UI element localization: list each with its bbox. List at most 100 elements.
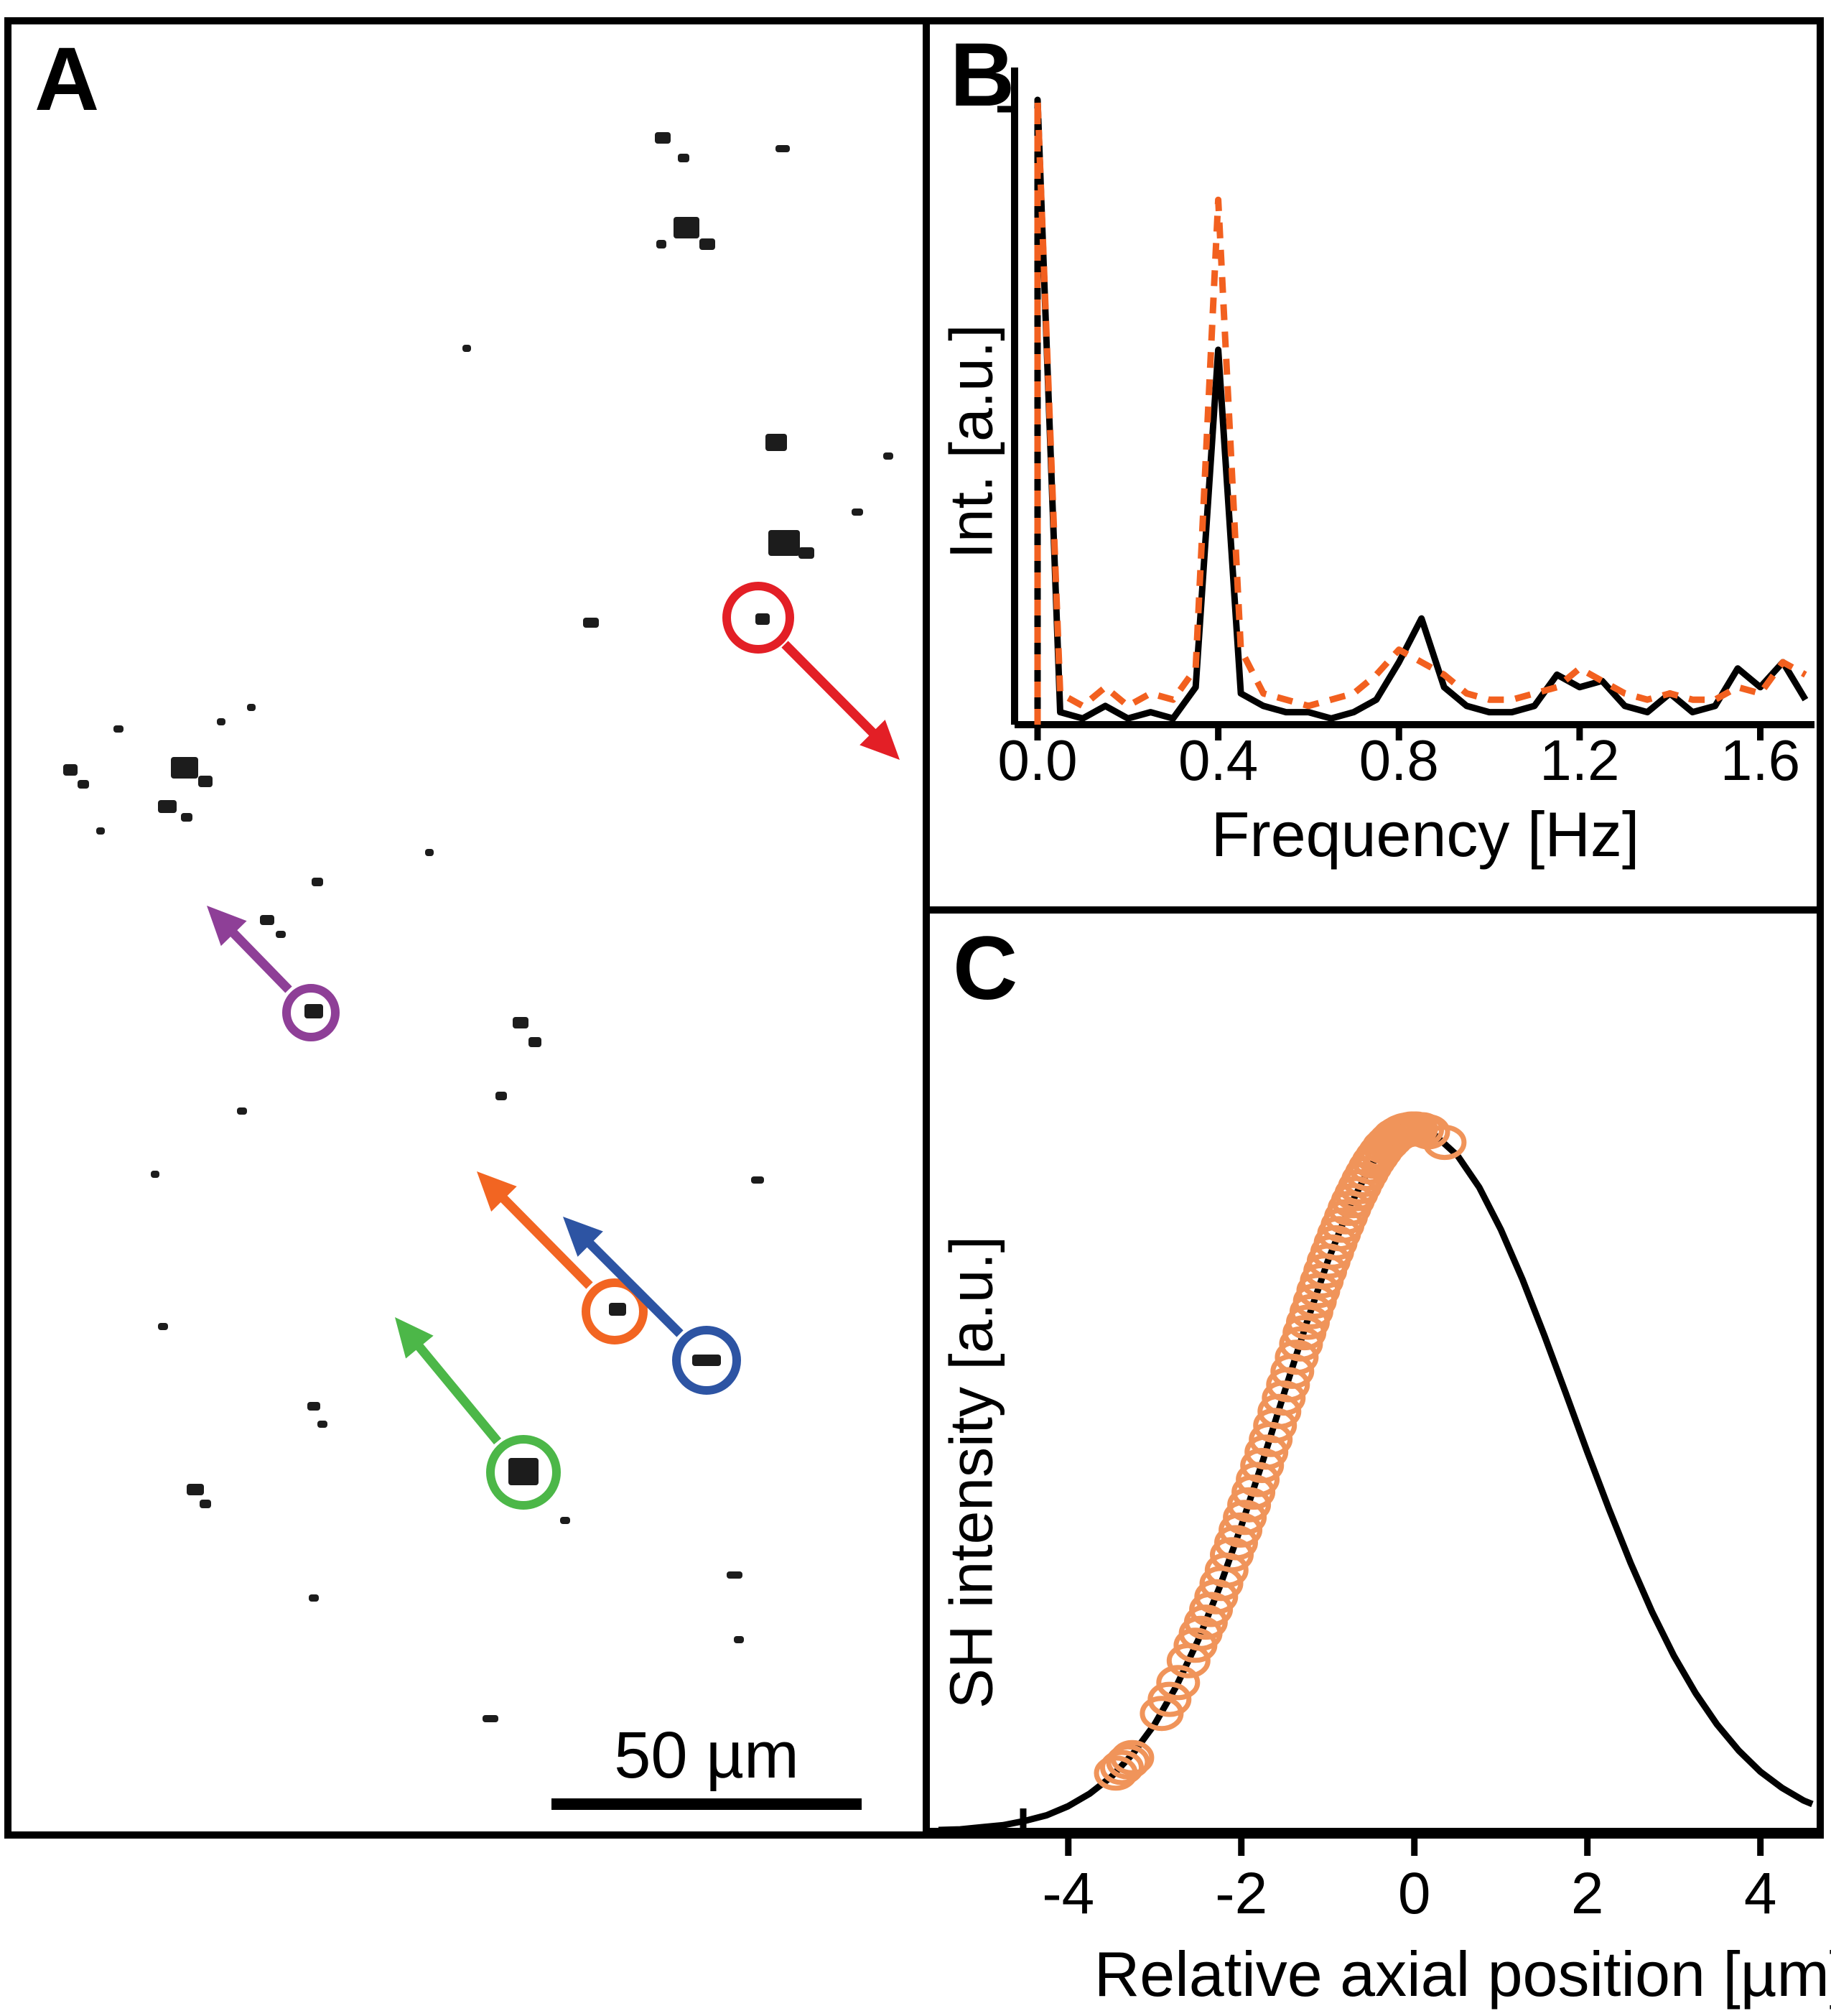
panel-b-x-axis-label: Frequency [Hz]: [1211, 799, 1640, 870]
panel-c-axes: -4 -2 0 2 4: [930, 1808, 1817, 1926]
panel-b-y-axis-label: Int. [a.u.]: [937, 324, 1005, 559]
particle-blob: [765, 434, 787, 451]
particle-blob: [63, 764, 78, 776]
particle-blob: [560, 1517, 570, 1524]
particle-blob: [309, 1594, 319, 1602]
red-circle-annotation: [722, 582, 794, 654]
particle-blob: [775, 145, 790, 152]
panel-c-axial-response: -4 -2 0 2 4 C SH intensity [a.u.] Relative a…: [930, 914, 1831, 2016]
particle-blob: [158, 800, 177, 813]
arrow-head: [859, 720, 900, 760]
axial-response-chart: -4 -2 0 2 4: [930, 1111, 1817, 1926]
panel-c-y-axis-label: SH intensity [a.u.]: [937, 1235, 1005, 1709]
arrow-shaft: [498, 1192, 593, 1289]
particle-blob: [528, 1037, 541, 1047]
particle-blob: [513, 1017, 528, 1028]
particle-blob: [734, 1636, 744, 1643]
frequency-spectrum-chart: 0.0 0.4 0.8 1.2 1.6: [997, 68, 1814, 792]
particle-blob: [655, 132, 671, 144]
particle-blob: [181, 813, 192, 822]
particle-blob: [312, 878, 323, 886]
particle-blob: [483, 1715, 498, 1722]
arrow-shaft: [781, 641, 879, 739]
particle-blob: [883, 452, 893, 460]
scale-bar-label: 50 µm: [614, 1719, 799, 1792]
panel-a-label: A: [34, 29, 100, 129]
particle-blob: [462, 345, 471, 352]
particle-blob: [852, 508, 863, 516]
particle-blob: [678, 154, 689, 162]
blue-particle-marker: [563, 1217, 741, 1395]
particle-blob: [158, 1323, 168, 1330]
particle-blob: [187, 1484, 204, 1495]
particle-blob: [798, 547, 814, 559]
particle-blob: [260, 915, 274, 925]
panel-divider-horizontal: [923, 906, 1824, 914]
particle-blobs: [63, 132, 893, 1722]
purple-circle-annotation: [282, 984, 340, 1041]
particle-blob: [583, 618, 599, 628]
scatter-point: [1275, 1339, 1319, 1375]
blue-circle-annotation: [672, 1326, 741, 1395]
particle-blob: [674, 217, 699, 238]
x-tick-label: 1.2: [1539, 728, 1619, 792]
arrow-shaft: [413, 1340, 502, 1445]
scatter-point: [1422, 1125, 1467, 1161]
spectrum-series-dashed: [1034, 96, 1807, 725]
particle-blob: [656, 240, 666, 248]
particle-blob: [768, 530, 800, 556]
microscopy-image-canvas: [63, 132, 900, 1722]
x-tick-label: -2: [1215, 1861, 1267, 1926]
particle-blob: [198, 776, 213, 787]
particle-blob: [755, 613, 770, 625]
panel-a-microscopy-image: A 50 µm: [11, 24, 923, 1831]
x-tick-label: 0.0: [997, 728, 1077, 792]
axial-response-curve: [938, 1125, 1814, 1834]
particle-blob: [276, 931, 286, 938]
arrow-head: [477, 1171, 517, 1212]
scatter-point: [1100, 1750, 1144, 1785]
panel-b-label: B: [950, 25, 1015, 125]
particle-blob: [425, 849, 434, 856]
x-tick-label: -4: [1042, 1861, 1094, 1926]
scatter-point: [1156, 1665, 1201, 1701]
x-tick-label: 1.6: [1720, 728, 1800, 792]
spectrum-series-solid: [1034, 96, 1809, 725]
panel-c-x-axis-label: Relative axial position [µm]: [1094, 1938, 1831, 2010]
x-tick-label: 2: [1571, 1861, 1604, 1926]
sh-intensity-scatter: [1094, 1111, 1467, 1791]
arrow-head: [395, 1317, 434, 1359]
figure-outer-border: [4, 17, 1824, 1839]
orange-circle-annotation: [582, 1278, 648, 1344]
particle-blob: [171, 757, 198, 779]
green-circle-annotation: [486, 1435, 561, 1510]
arrow-head: [207, 906, 247, 947]
scatter-point: [1106, 1744, 1150, 1780]
x-tick-label: 0.4: [1178, 728, 1258, 792]
particle-blob: [200, 1500, 211, 1508]
purple-particle-marker: [207, 906, 340, 1041]
particle-blob: [609, 1303, 626, 1316]
arrow-head: [563, 1217, 603, 1257]
panel-c-label: C: [953, 919, 1018, 1018]
particle-blob: [317, 1421, 327, 1428]
particle-blob: [751, 1176, 764, 1184]
particle-blob: [727, 1571, 742, 1579]
scatter-point: [1110, 1739, 1155, 1775]
particle-blob: [237, 1107, 247, 1115]
particle-blob: [151, 1171, 159, 1178]
particle-blob: [495, 1092, 507, 1100]
panel-b-frequency-spectrum: 0.0 0.4 0.8 1.2 1.6 B Int. [a.u.] Frequency …: [930, 24, 1817, 906]
particle-blob: [78, 780, 89, 789]
panel-b-axes: 0.0 0.4 0.8 1.2 1.6: [997, 68, 1814, 792]
arrow-shaft: [584, 1237, 684, 1337]
arrow-shaft: [227, 926, 292, 993]
particle-blob: [508, 1458, 539, 1485]
scatter-point: [1147, 1681, 1192, 1717]
particle-blob: [96, 827, 105, 835]
particle-blob: [113, 725, 124, 733]
particle-blob: [699, 238, 715, 250]
green-particle-marker: [395, 1317, 561, 1510]
particle-blob: [247, 704, 256, 711]
